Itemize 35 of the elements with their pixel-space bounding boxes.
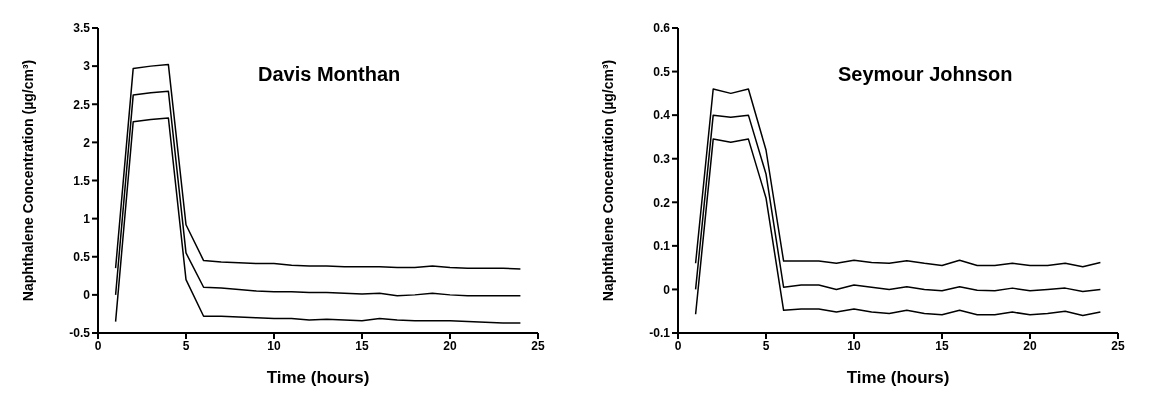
- y-tick-label: 0.5: [653, 64, 671, 79]
- y-axis-title: Naphthalene Concentration (µg/cm³): [19, 59, 36, 302]
- y-tick-label: 3: [83, 59, 91, 74]
- y-tick-label: 0.5: [73, 250, 91, 265]
- x-tick-label: 20: [443, 338, 457, 353]
- y-tick-label: -0.5: [69, 326, 91, 341]
- x-tick-label: 5: [182, 338, 190, 353]
- text: Davis Monthan: [258, 63, 401, 86]
- x-tick-label: 15: [355, 338, 369, 353]
- x-tick-label: 25: [531, 338, 545, 353]
- y-tick-label: 0.3: [653, 151, 671, 166]
- y-tick-label: 1.5: [73, 173, 91, 188]
- text: Seymour Johnson: [838, 63, 1013, 86]
- y-tick-label: 0.2: [653, 195, 671, 210]
- x-tick-label: 5: [762, 338, 770, 353]
- y-axis-title: Naphthalene Concentration (µg/cm³): [599, 59, 616, 302]
- y-tick-label: 0: [663, 282, 671, 297]
- x-axis-title: Time (hours): [266, 368, 370, 387]
- x-tick-label: 15: [935, 338, 949, 353]
- x-axis-title: Time (hours): [846, 368, 950, 387]
- y-tick-label: 2: [83, 135, 91, 150]
- y-tick-label: 2.5: [73, 97, 91, 112]
- x-tick-label: 0: [94, 338, 102, 353]
- y-tick-label: 0.6: [653, 21, 671, 36]
- x-tick-label: 0: [674, 338, 682, 353]
- y-tick-label: 0.4: [653, 108, 671, 123]
- y-tick-label: -0.1: [649, 326, 671, 341]
- y-tick-label: 0.1: [653, 239, 671, 254]
- y-tick-label: 3.5: [73, 21, 91, 36]
- x-tick-label: 25: [1111, 338, 1125, 353]
- x-tick-label: 20: [1023, 338, 1037, 353]
- y-tick-label: 1: [83, 211, 91, 226]
- y-tick-label: 0: [83, 288, 91, 303]
- x-tick-label: 10: [847, 338, 861, 353]
- x-tick-label: 10: [267, 338, 281, 353]
